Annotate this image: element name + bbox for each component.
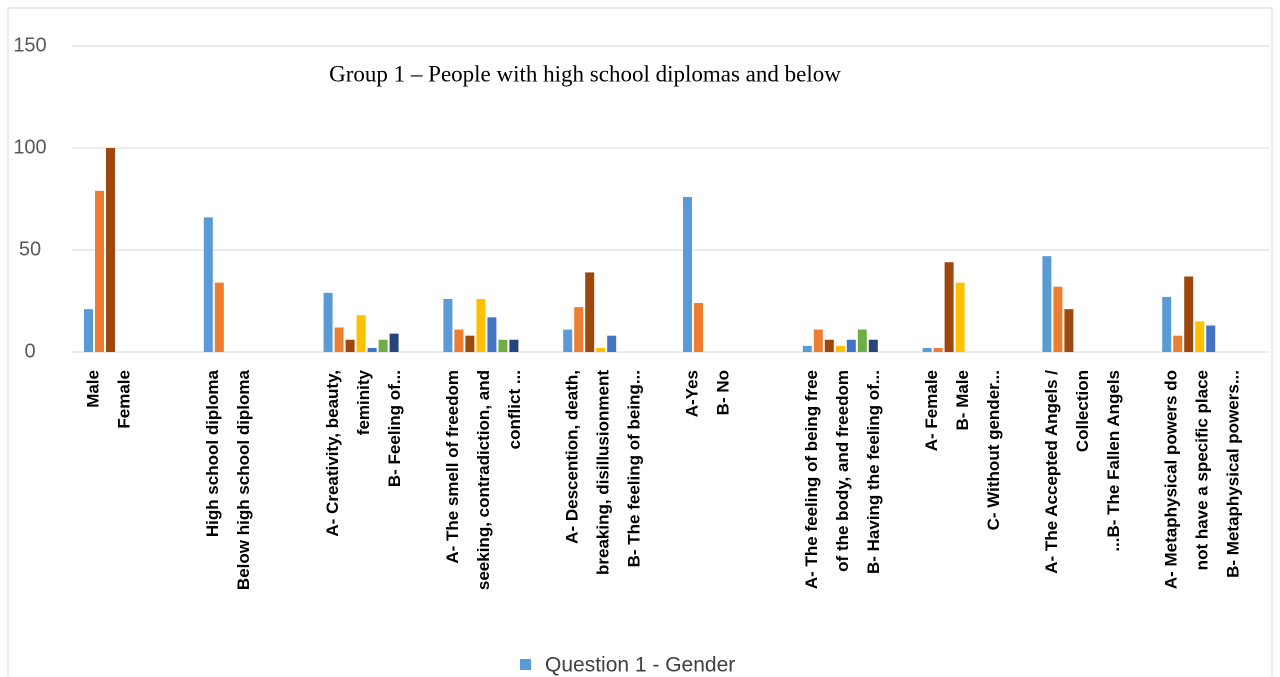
bar [367,347,377,352]
x-tick-label: B- Having the feeling of... [864,370,883,574]
bar [454,329,464,352]
x-tick-label: B- No [713,370,732,415]
bar [846,339,856,352]
legend-swatch [520,659,531,670]
bar [1064,309,1074,352]
x-tick-label: ...B- The Fallen Angels [1104,370,1123,552]
bar [596,347,606,352]
bar [84,309,93,352]
bar [389,333,399,352]
chart-frame [7,7,1273,677]
bar [922,347,932,352]
bar [106,148,115,352]
bar [868,339,878,352]
bar [465,335,475,352]
bar [334,327,344,352]
x-tick-label: B- The feeling of being... [625,370,644,567]
bar [683,196,692,352]
x-tick-label: A- Metaphysical powers do [1162,370,1181,589]
x-tick-label: A-Yes [682,370,701,417]
bar [1173,335,1183,352]
bar [813,329,823,352]
bar [933,347,943,352]
bar [443,298,453,352]
y-tick-label: 150 [13,34,46,56]
bar [857,329,867,352]
bar [563,329,573,352]
y-tick-label: 0 [24,340,35,362]
bar [476,298,486,352]
x-tick-label: B- Metaphysical powers... [1224,370,1243,578]
bar [585,272,595,352]
x-tick-label: A- Descention, death, [563,370,582,544]
bar [214,282,224,352]
x-tick-label: B- Feeling of... [385,370,404,487]
bar [955,282,965,352]
y-tick-label: 100 [13,136,46,158]
bar [1042,256,1052,352]
bar [323,292,333,352]
bar [694,303,703,352]
bar [356,315,366,352]
bar [487,317,497,352]
x-tick-label: breaking, disillusionment [594,370,613,575]
bar [574,307,584,352]
bar [1195,321,1205,352]
x-tick-label: Below high school diploma [234,369,253,590]
bar [824,339,834,352]
bar [378,339,388,352]
bar [95,190,104,352]
x-tick-label: A- The smell of freedom [443,370,462,564]
x-tick-label: B- Male [953,370,972,430]
x-tick-label: Collection [1073,370,1092,452]
x-tick-label: A- Female [922,370,941,451]
bar [1053,286,1063,352]
x-tick-label: A- Creativity, beauty, [323,370,342,537]
x-tick-label: High school diploma [203,369,222,537]
x-tick-label: not have a specific place [1193,370,1212,570]
bar [1206,325,1216,352]
x-tick-label: seeking, contradiction, and [474,370,493,590]
chart-title: Group 1 – People with high school diplom… [329,61,841,86]
bar [835,345,845,352]
x-tick-label: feminity [354,369,373,435]
legend-label: Question 1 - Gender [545,654,735,677]
bar [203,217,213,352]
x-tick-label: A- The feeling of being free [802,370,821,589]
bar [1184,276,1194,352]
x-tick-label: Female [114,370,133,429]
bar [607,335,617,352]
bar [802,345,812,352]
bar [345,339,355,352]
x-tick-label: of the body, and freedom [833,370,852,572]
bar [1162,296,1172,352]
x-tick-label: C- Without gender... [984,370,1003,530]
x-tick-label: Male [83,370,102,408]
x-tick-label: A- The Accepted Angels / [1042,370,1061,574]
bar [498,339,508,352]
bar [509,339,519,352]
bar [944,262,954,352]
x-tick-label: conflict ... [505,370,524,449]
y-tick-label: 50 [19,238,41,260]
